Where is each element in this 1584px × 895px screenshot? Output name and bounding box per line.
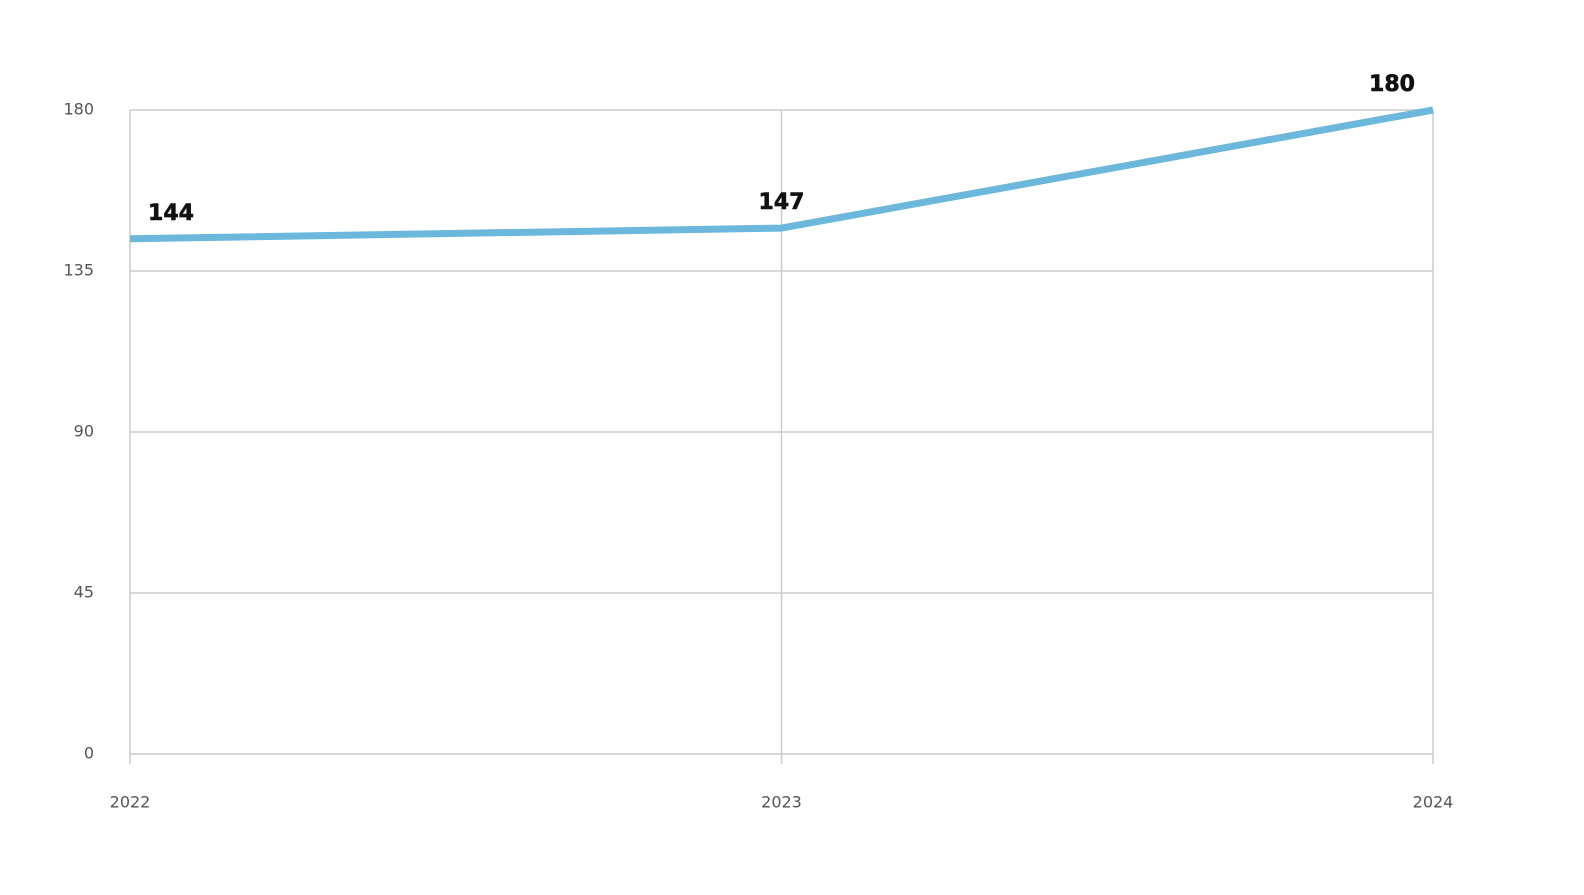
x-tick-label: 2023 — [761, 793, 802, 812]
y-tick-label: 135 — [63, 261, 94, 280]
y-tick-label: 0 — [84, 744, 94, 763]
y-tick-label: 180 — [63, 100, 94, 119]
data-label: 144 — [148, 201, 194, 226]
data-line — [129, 106, 1434, 243]
y-tick-label: 90 — [74, 422, 94, 441]
y-tick-label: 45 — [74, 583, 94, 602]
x-tick-label: 2022 — [110, 793, 151, 812]
x-tick-label: 2024 — [1413, 793, 1454, 812]
data-label: 147 — [759, 190, 805, 215]
data-label: 180 — [1369, 72, 1415, 97]
